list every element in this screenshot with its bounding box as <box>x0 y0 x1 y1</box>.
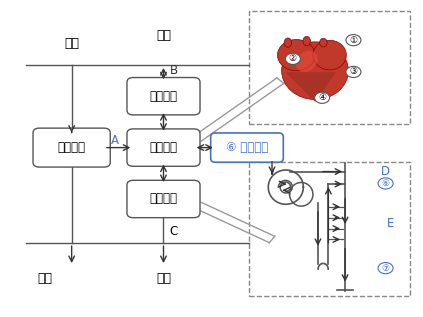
Text: 泌尿系统: 泌尿系统 <box>149 192 178 205</box>
Text: 呼吸系统: 呼吸系统 <box>149 90 178 103</box>
Bar <box>249 162 410 295</box>
Polygon shape <box>286 72 336 102</box>
Circle shape <box>378 178 393 189</box>
Text: B: B <box>170 64 178 77</box>
Circle shape <box>315 92 330 103</box>
Text: 尿液: 尿液 <box>156 272 171 285</box>
Text: C: C <box>170 225 178 238</box>
Text: ②: ② <box>289 54 297 63</box>
Text: ④: ④ <box>318 93 326 102</box>
Text: ⑥ 组织细胞: ⑥ 组织细胞 <box>226 141 268 154</box>
Text: 空气: 空气 <box>156 29 171 42</box>
FancyBboxPatch shape <box>211 133 283 162</box>
Circle shape <box>286 53 300 64</box>
Ellipse shape <box>277 40 315 71</box>
Text: A: A <box>111 134 119 147</box>
Circle shape <box>378 262 393 274</box>
FancyBboxPatch shape <box>127 180 200 218</box>
Bar <box>249 10 410 124</box>
Text: 循环系统: 循环系统 <box>149 141 178 154</box>
Text: ⑦: ⑦ <box>382 264 390 273</box>
Circle shape <box>346 66 361 78</box>
Text: 消化系统: 消化系统 <box>58 141 85 154</box>
Text: 粪便: 粪便 <box>37 272 52 285</box>
Text: D: D <box>381 165 390 178</box>
Text: ①: ① <box>349 36 357 45</box>
Text: ③: ③ <box>349 68 357 76</box>
Text: E: E <box>387 217 394 230</box>
Ellipse shape <box>282 42 349 100</box>
FancyBboxPatch shape <box>127 78 200 115</box>
FancyBboxPatch shape <box>127 129 200 166</box>
Ellipse shape <box>303 36 310 46</box>
Ellipse shape <box>313 40 346 70</box>
FancyBboxPatch shape <box>33 128 110 167</box>
Text: 食物: 食物 <box>64 37 79 50</box>
Circle shape <box>346 35 361 46</box>
Ellipse shape <box>284 38 291 47</box>
Ellipse shape <box>320 38 327 47</box>
Text: ⑥: ⑥ <box>382 179 390 188</box>
Ellipse shape <box>296 51 318 72</box>
